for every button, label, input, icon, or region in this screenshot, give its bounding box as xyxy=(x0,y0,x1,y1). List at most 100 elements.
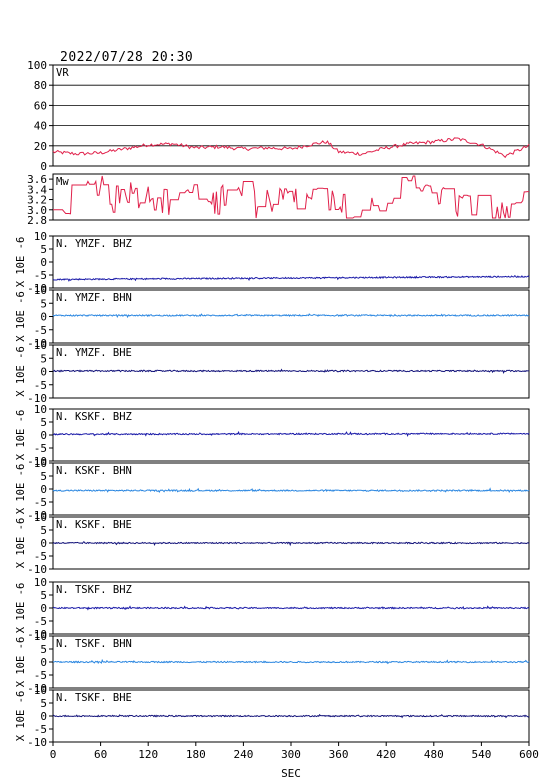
x-tick-label: 540 xyxy=(471,748,491,761)
panel-label: N. TSKF. BHE xyxy=(56,692,132,704)
unit-label: X 10E -6 xyxy=(15,464,27,515)
x-tick-label: 360 xyxy=(329,748,349,761)
series-line-n-tskf-bhn xyxy=(52,658,530,665)
y-tick-label: 10 xyxy=(34,339,47,352)
x-tick-label: 480 xyxy=(424,748,444,761)
panel-label: VR xyxy=(56,67,69,79)
panel-frame xyxy=(52,173,530,221)
unit-label: X 10E -6 xyxy=(15,237,27,288)
series-line-n-tskf-bhz xyxy=(52,605,530,611)
panel-label: N. KSKF. BHZ xyxy=(56,411,132,423)
y-tick-label: 0 xyxy=(40,429,47,442)
y-tick-label: -10 xyxy=(27,509,47,522)
x-tick-label: 0 xyxy=(50,748,57,761)
y-tick-label: 10 xyxy=(34,230,47,243)
y-tick-label: 0 xyxy=(40,537,47,550)
panel-label: N. YMZF. BHN xyxy=(56,292,132,304)
y-tick-label: 3.2 xyxy=(27,194,47,207)
y-tick-label: 5 xyxy=(40,524,47,537)
y-tick-label: -10 xyxy=(27,282,47,295)
y-tick-label: 0 xyxy=(40,656,47,669)
y-tick-label: 100 xyxy=(27,59,47,72)
unit-label: X 10E -6 xyxy=(15,583,27,634)
y-tick-label: 40 xyxy=(34,120,47,133)
y-tick-label: 5 xyxy=(40,470,47,483)
series-line-n-ymzf-bhe xyxy=(53,368,529,375)
x-tick-label: 240 xyxy=(233,748,253,761)
y-tick-label: -5 xyxy=(34,550,47,563)
unit-label: X 10E -6 xyxy=(15,346,27,397)
y-tick-label: 10 xyxy=(34,457,47,470)
y-tick-label: 10 xyxy=(34,511,47,524)
y-tick-label: -10 xyxy=(27,563,47,576)
x-tick-label: 60 xyxy=(94,748,107,761)
y-tick-label: 10 xyxy=(34,403,47,416)
y-tick-label: 0 xyxy=(40,311,47,324)
panel-label: N. TSKF. BHN xyxy=(56,638,132,650)
y-tick-label: -5 xyxy=(34,615,47,628)
y-tick-label: -5 xyxy=(34,442,47,455)
chart-title: 2022/07/28 20:30 xyxy=(60,50,194,65)
x-tick-label: 120 xyxy=(138,748,158,761)
y-tick-label: 10 xyxy=(34,284,47,297)
unit-label: X 10E -6 xyxy=(15,518,27,569)
panel-label: N. TSKF. BHZ xyxy=(56,584,132,596)
y-tick-label: 5 xyxy=(40,643,47,656)
panel-label: N. KSKF. BHE xyxy=(56,519,132,531)
y-tick-label: -10 xyxy=(27,392,47,405)
y-tick-label: 5 xyxy=(40,416,47,429)
y-tick-label: 5 xyxy=(40,697,47,710)
x-tick-label: 600 xyxy=(519,748,539,761)
y-tick-label: -10 xyxy=(27,682,47,695)
y-tick-label: 5 xyxy=(40,243,47,256)
series-line-n-kskf-bhz xyxy=(52,430,530,437)
y-tick-label: 0 xyxy=(40,256,47,269)
panel-label: N. YMZF. BHE xyxy=(56,347,132,359)
y-tick-label: 3.6 xyxy=(27,173,47,186)
y-tick-label: 0 xyxy=(40,366,47,379)
y-tick-label: 10 xyxy=(34,576,47,589)
panel-frame xyxy=(52,64,530,167)
panel-label: N. KSKF. BHN xyxy=(56,465,132,477)
y-tick-label: -10 xyxy=(27,736,47,749)
y-tick-label: 0 xyxy=(40,160,47,173)
y-tick-label: -10 xyxy=(27,455,47,468)
series-line-n-kskf-bhe xyxy=(52,540,530,547)
y-tick-label: -5 xyxy=(34,324,47,337)
unit-label: X 10E -6 xyxy=(15,637,27,688)
unit-label: X 10E -6 xyxy=(15,410,27,461)
y-tick-label: 0 xyxy=(40,602,47,615)
series-line-n-ymzf-bhn xyxy=(52,313,530,319)
y-tick-label: 10 xyxy=(34,684,47,697)
y-tick-label: 5 xyxy=(40,352,47,365)
x-tick-label: 300 xyxy=(281,748,301,761)
y-tick-label: 60 xyxy=(34,99,47,112)
y-tick-label: -5 xyxy=(34,669,47,682)
y-tick-label: 20 xyxy=(34,140,47,153)
y-tick-label: 0 xyxy=(40,710,47,723)
y-tick-label: 10 xyxy=(34,630,47,643)
series-line-n-tskf-bhe xyxy=(52,713,530,719)
y-tick-label: -5 xyxy=(34,496,47,509)
y-tick-label: 3.0 xyxy=(27,204,47,217)
y-tick-label: 2.8 xyxy=(27,214,47,227)
series-line-mw xyxy=(53,175,529,219)
y-tick-label: 5 xyxy=(40,589,47,602)
x-tick-label: 180 xyxy=(186,748,206,761)
y-tick-label: 5 xyxy=(40,297,47,310)
y-tick-label: 80 xyxy=(34,79,47,92)
unit-label: X 10E -6 xyxy=(15,291,27,342)
y-tick-label: -10 xyxy=(27,337,47,350)
x-axis-label: SEC xyxy=(281,767,301,780)
y-tick-label: 0 xyxy=(40,483,47,496)
y-tick-label: -5 xyxy=(34,379,47,392)
unit-label: X 10E -6 xyxy=(15,691,27,742)
series-line-n-ymzf-bhz xyxy=(52,275,530,282)
x-tick-label: 420 xyxy=(376,748,396,761)
panel-label: N. YMZF. BHZ xyxy=(56,238,132,250)
y-tick-label: -5 xyxy=(34,269,47,282)
y-tick-label: -10 xyxy=(27,628,47,641)
y-tick-label: 3.4 xyxy=(27,183,47,196)
series-line-vr xyxy=(52,137,530,159)
